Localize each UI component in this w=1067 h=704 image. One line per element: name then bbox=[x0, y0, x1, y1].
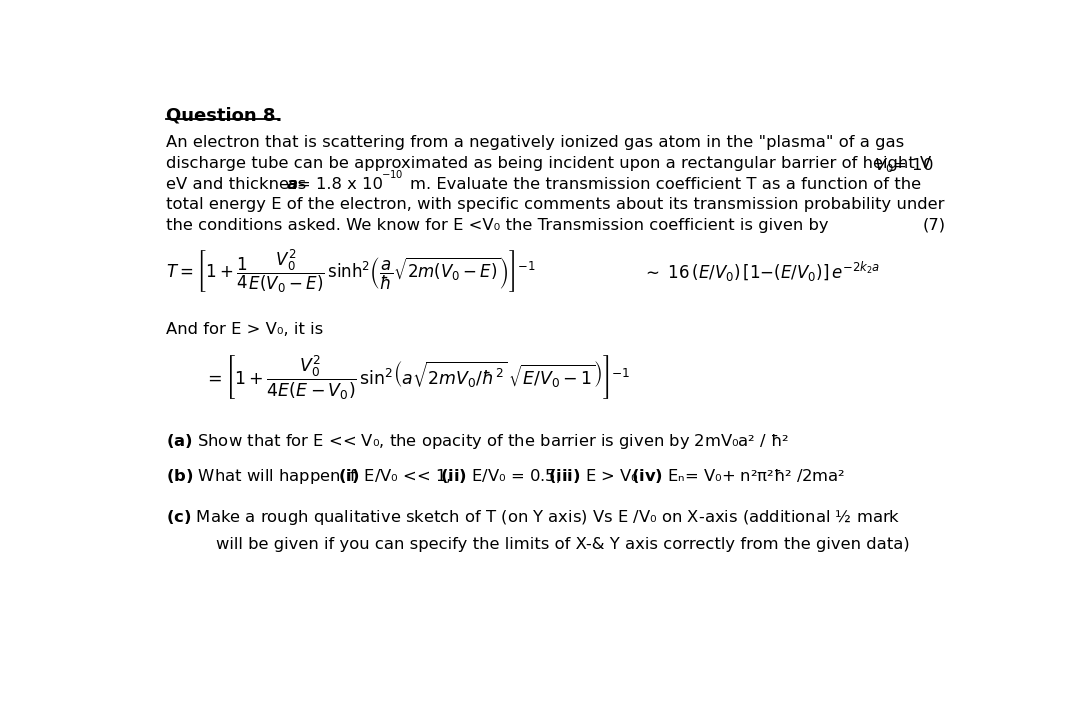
Text: $V_0$= 10: $V_0$= 10 bbox=[874, 156, 934, 175]
Text: Question 8.: Question 8. bbox=[166, 106, 283, 124]
Text: m. Evaluate the transmission coefficient T as a function of the: m. Evaluate the transmission coefficient… bbox=[410, 177, 921, 191]
Text: $\mathbf{(ii)}$ E/V₀ = 0.5,: $\mathbf{(ii)}$ E/V₀ = 0.5, bbox=[441, 467, 562, 484]
Text: $\sim\ 16\,(E/V_0)\,[1{-}(E/V_0)]\,e^{-2k_2 a}$: $\sim\ 16\,(E/V_0)\,[1{-}(E/V_0)]\,e^{-2… bbox=[642, 259, 880, 284]
Text: $\boldsymbol{a}$: $\boldsymbol{a}$ bbox=[286, 177, 298, 191]
Text: $\mathbf{(a)}$ Show that for E << V₀, the opacity of the barrier is given by 2mV: $\mathbf{(a)}$ Show that for E << V₀, th… bbox=[166, 432, 790, 451]
Text: An electron that is scattering from a negatively ionized gas atom in the "plasma: An electron that is scattering from a ne… bbox=[166, 135, 905, 151]
Text: will be given if you can specify the limits of X-& Y axis correctly from the giv: will be given if you can specify the lim… bbox=[216, 537, 910, 552]
Text: $\mathbf{(iii)}$ E > V₀: $\mathbf{(iii)}$ E > V₀ bbox=[548, 467, 640, 484]
Text: total energy E of the electron, with specific comments about its transmission pr: total energy E of the electron, with spe… bbox=[166, 197, 945, 212]
Text: $^{-10}$: $^{-10}$ bbox=[381, 170, 403, 184]
Text: $= \left[1 + \dfrac{V_0^2}{4E(E - V_0)}\,\sin^2\!\left(a\sqrt{2mV_0/\hbar^2}\,\s: $= \left[1 + \dfrac{V_0^2}{4E(E - V_0)}\… bbox=[204, 353, 631, 401]
Text: $\mathbf{(b)}$ What will happen if: $\mathbf{(b)}$ What will happen if bbox=[166, 467, 359, 486]
Text: $\mathbf{(iv)}$ Eₙ= V₀+ n²π²ħ² /2ma²: $\mathbf{(iv)}$ Eₙ= V₀+ n²π²ħ² /2ma² bbox=[632, 467, 845, 484]
Text: $\mathbf{(i)}$ E/V₀ << 1,: $\mathbf{(i)}$ E/V₀ << 1, bbox=[338, 467, 453, 484]
Text: $\mathbf{(c)}$ Make a rough qualitative sketch of T (on Y axis) Vs E /V₀ on X-ax: $\mathbf{(c)}$ Make a rough qualitative … bbox=[166, 508, 901, 527]
Text: eV and thickness: eV and thickness bbox=[166, 177, 312, 191]
Text: $T = \left[1 + \dfrac{1}{4}\dfrac{V_0^2}{E(V_0 - E)}\,\sinh^2\!\left(\dfrac{a}{\: $T = \left[1 + \dfrac{1}{4}\dfrac{V_0^2}… bbox=[166, 248, 537, 295]
Text: discharge tube can be approximated as being incident upon a rectangular barrier : discharge tube can be approximated as be… bbox=[166, 156, 931, 171]
Text: And for E > V₀, it is: And for E > V₀, it is bbox=[166, 322, 323, 337]
Text: (7): (7) bbox=[923, 218, 946, 233]
Text: the conditions asked. We know for E <V₀ the Transmission coefficient is given by: the conditions asked. We know for E <V₀ … bbox=[166, 218, 829, 233]
Text: = 1.8 x 10: = 1.8 x 10 bbox=[297, 177, 388, 191]
